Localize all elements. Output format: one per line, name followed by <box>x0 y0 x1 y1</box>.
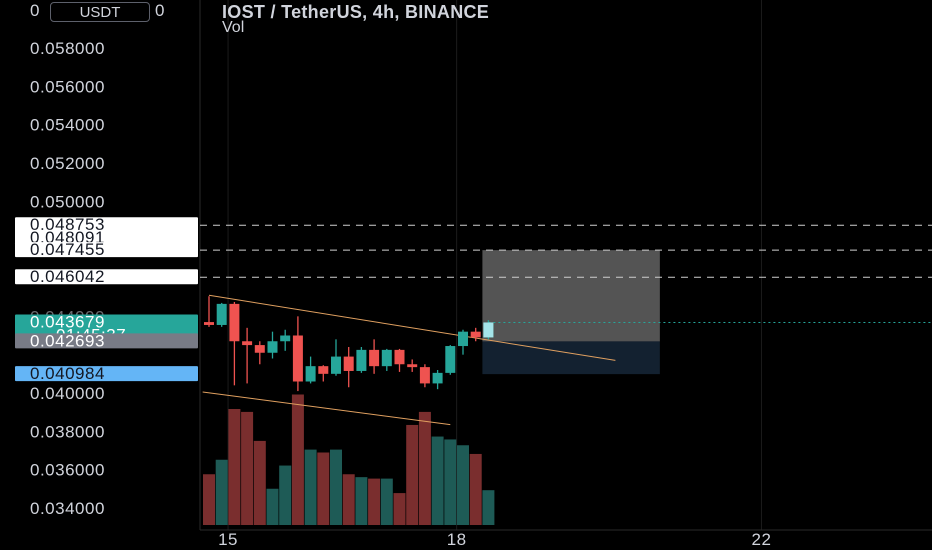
x-tick-label: 22 <box>751 530 771 549</box>
target-zone <box>482 250 660 342</box>
stop-zone <box>482 341 660 375</box>
x-tick-label: 15 <box>218 530 238 549</box>
volume-bar <box>291 394 304 525</box>
volume-bar <box>431 436 444 525</box>
price-label-0.046042: 0.046042 <box>15 267 198 286</box>
candle-body <box>331 356 341 374</box>
trendlines[interactable] <box>202 294 616 426</box>
x-tick-label: 18 <box>447 530 467 549</box>
price-lines <box>200 224 932 323</box>
candle-body <box>394 349 405 365</box>
volume-bar <box>457 445 469 525</box>
volume-bar <box>266 488 279 525</box>
y-tick-label-top: 0 <box>30 1 40 20</box>
price-label-0.048753: 0.048753 <box>15 215 198 234</box>
volume-bar <box>304 449 317 525</box>
volume-bar <box>342 474 355 525</box>
candle-body <box>267 341 278 353</box>
candle-body <box>381 349 392 367</box>
candle-body <box>470 331 481 338</box>
volume-bar <box>253 440 266 525</box>
y-tick-label: 0.040000 <box>30 384 105 403</box>
candle-body <box>229 303 240 342</box>
candle-body <box>242 341 253 346</box>
volume-bars <box>203 394 495 525</box>
candle-body <box>407 364 418 368</box>
trendline-2 <box>202 391 451 426</box>
candlesticks <box>204 296 494 392</box>
candle-body <box>343 356 354 371</box>
current-candle <box>483 322 494 338</box>
volume-bar <box>418 411 431 525</box>
volume-bar <box>444 439 457 525</box>
candle-body <box>318 366 329 374</box>
candle-body <box>254 345 265 353</box>
price-label-0.042693: 0.042693 <box>15 331 198 350</box>
volume-bar <box>482 490 495 525</box>
candle-body <box>305 366 316 382</box>
position-box[interactable] <box>482 250 660 375</box>
grid-lines <box>199 0 762 530</box>
price-label-bg <box>15 366 198 382</box>
price-label-text: 0.043679 <box>30 312 105 331</box>
price-label-text: 0.048753 <box>30 215 105 234</box>
candle-body <box>458 331 468 347</box>
price-labels: 0.0487530.0480910.0474550.0460420.043679… <box>15 215 198 383</box>
price-label-0.047455: 0.047455 <box>15 240 198 259</box>
price-label-bg <box>15 229 198 245</box>
volume-bar <box>228 409 241 525</box>
price-label-text: 0.047455 <box>30 240 105 259</box>
currency-selector-button[interactable]: USDT <box>50 2 150 22</box>
price-label-bg <box>15 269 198 285</box>
candle-body <box>280 335 291 342</box>
volume-bar <box>368 478 381 525</box>
candle-body <box>432 372 443 384</box>
volume-bar <box>380 478 393 525</box>
y-tick-label: 0.036000 <box>30 461 105 480</box>
volume-bar <box>355 477 368 525</box>
price-label-bg <box>15 217 198 233</box>
price-label-bg <box>15 333 198 349</box>
y-tick-label: 0.058000 <box>30 39 105 58</box>
volume-bar <box>393 493 406 525</box>
price-label-bg <box>15 242 198 258</box>
volume-bar <box>203 474 215 525</box>
volume-bar <box>406 424 419 525</box>
volume-bar <box>469 453 482 525</box>
price-label-text: 0.046042 <box>30 267 105 286</box>
price-label-0.040984: 0.040984 <box>15 364 198 383</box>
y-tick-label: 0.052000 <box>30 154 105 173</box>
candle-body <box>216 303 227 325</box>
price-label-text: 0.040984 <box>30 364 105 383</box>
volume-bar <box>215 459 228 525</box>
candle-body <box>292 335 303 382</box>
chart-title: IOST / TetherUS, 4h, BINANCE <box>222 2 490 22</box>
y-tick-label: 0.034000 <box>30 499 105 518</box>
candle-body <box>445 346 456 373</box>
y-tick-label: 0.056000 <box>30 77 105 96</box>
y-tick-label: 0.038000 <box>30 422 105 441</box>
candle-body <box>419 367 430 384</box>
trendline-1 <box>208 294 616 361</box>
price-label-text: 0.042693 <box>30 331 105 350</box>
time-axis[interactable]: 15 18 22 <box>200 529 932 549</box>
candle-body <box>356 349 367 371</box>
candle-body <box>369 349 380 367</box>
candle-body <box>204 322 214 325</box>
volume-bar <box>279 465 292 525</box>
y-tick-label: 0.050000 <box>30 192 105 211</box>
volume-indicator-label: Vol <box>222 19 245 36</box>
y-tick-label: 0.054000 <box>30 116 105 135</box>
volume-bar <box>317 452 330 525</box>
volume-bar <box>241 411 254 525</box>
y-tick-label-top-end: 0 <box>155 1 165 20</box>
volume-bar <box>330 449 342 525</box>
